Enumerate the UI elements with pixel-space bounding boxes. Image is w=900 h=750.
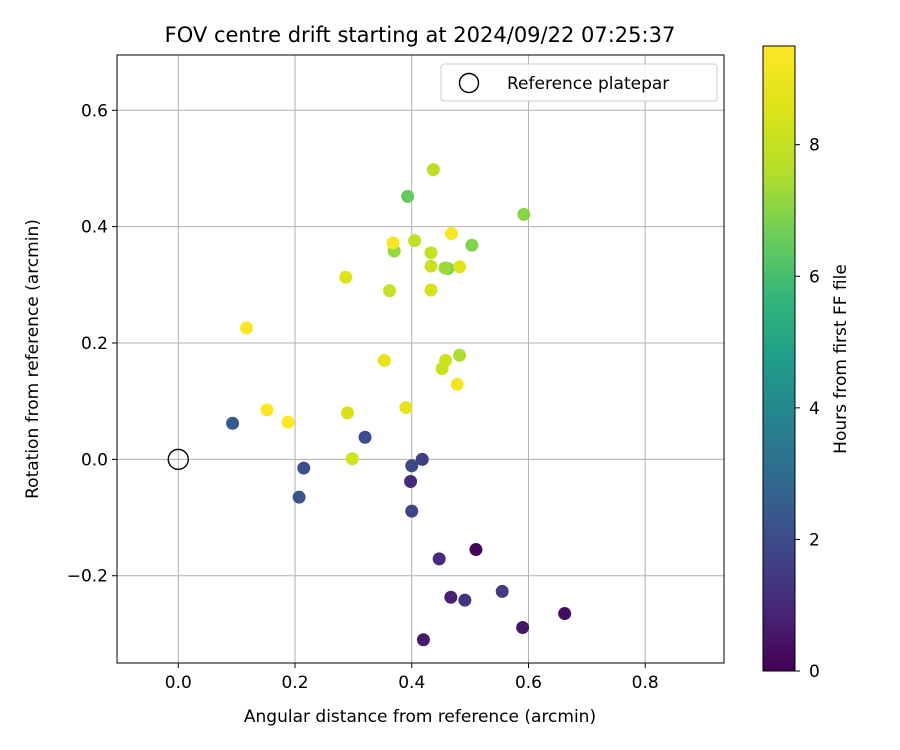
data-point xyxy=(408,234,422,248)
data-point xyxy=(444,227,458,241)
legend: Reference platepar xyxy=(440,63,718,102)
data-point xyxy=(416,633,430,647)
data-point xyxy=(399,401,413,415)
data-point xyxy=(405,459,419,473)
legend-box xyxy=(440,63,718,102)
reference-marker-group xyxy=(167,448,189,471)
colorbar-ticks: 0 2 4 6 8 xyxy=(795,136,820,682)
chart-title: FOV centre drift starting at 2024/09/22 … xyxy=(165,23,676,47)
colorbar-tick-label: 4 xyxy=(809,399,820,419)
data-point xyxy=(292,490,306,504)
data-point xyxy=(401,189,415,203)
data-point xyxy=(469,543,483,557)
x-tick-label: 0.0 xyxy=(165,673,192,693)
y-tick-label: 0.0 xyxy=(81,450,108,470)
colorbar-tick-label: 8 xyxy=(809,136,820,156)
data-point xyxy=(495,584,509,598)
scatter-points xyxy=(226,163,572,647)
data-point xyxy=(426,163,440,177)
data-point xyxy=(517,207,531,221)
data-point xyxy=(424,283,438,297)
data-point xyxy=(297,461,311,475)
data-point xyxy=(453,260,467,274)
data-point xyxy=(516,621,530,635)
grid xyxy=(117,55,724,663)
data-point xyxy=(383,284,397,298)
data-point xyxy=(424,259,438,273)
data-point xyxy=(465,238,479,252)
x-ticks: 0.0 0.2 0.4 0.6 0.8 xyxy=(165,663,659,693)
colorbar: 0 2 4 6 8 Hours from first FF file xyxy=(762,45,851,682)
data-point xyxy=(453,348,467,362)
data-point xyxy=(439,353,453,367)
data-point xyxy=(345,452,359,466)
y-tick-label: 0.2 xyxy=(81,334,108,354)
data-point xyxy=(226,416,240,430)
colorbar-label: Hours from first FF file xyxy=(831,264,851,454)
y-tick-label: 0.6 xyxy=(81,101,108,121)
colorbar-tick-label: 0 xyxy=(809,662,820,682)
data-point xyxy=(415,452,429,466)
x-tick-label: 0.2 xyxy=(281,673,308,693)
data-point xyxy=(358,430,372,444)
data-point xyxy=(386,236,400,250)
plot-frame xyxy=(116,54,725,664)
x-tick-label: 0.8 xyxy=(632,673,659,693)
colorbar-gradient xyxy=(762,45,796,672)
data-point xyxy=(405,504,419,518)
x-tick-label: 0.4 xyxy=(398,673,425,693)
y-tick-label: 0.4 xyxy=(81,218,108,238)
y-axis-label: Rotation from reference (arcmin) xyxy=(23,219,43,499)
y-tick-label: −0.2 xyxy=(67,567,108,587)
colorbar-tick-label: 2 xyxy=(809,530,820,550)
data-point xyxy=(281,415,295,429)
data-point xyxy=(432,552,446,566)
y-ticks: −0.2 0.0 0.2 0.4 0.6 xyxy=(67,101,117,587)
data-point xyxy=(341,406,355,420)
data-point xyxy=(339,270,353,284)
data-point xyxy=(404,474,418,488)
data-point xyxy=(377,353,391,367)
x-axis-label: Angular distance from reference (arcmin) xyxy=(244,707,596,727)
data-point xyxy=(240,321,254,335)
data-point xyxy=(438,261,452,275)
data-point xyxy=(558,607,572,621)
x-tick-label: 0.6 xyxy=(515,673,542,693)
data-point xyxy=(424,246,438,260)
data-point xyxy=(458,593,472,607)
data-point xyxy=(260,403,274,417)
reference-platepar-marker xyxy=(167,448,189,471)
legend-reference-marker xyxy=(458,72,480,94)
data-point xyxy=(444,590,458,604)
colorbar-tick-label: 6 xyxy=(809,267,820,287)
legend-label-reference: Reference platepar xyxy=(507,74,669,94)
data-point xyxy=(450,377,464,391)
